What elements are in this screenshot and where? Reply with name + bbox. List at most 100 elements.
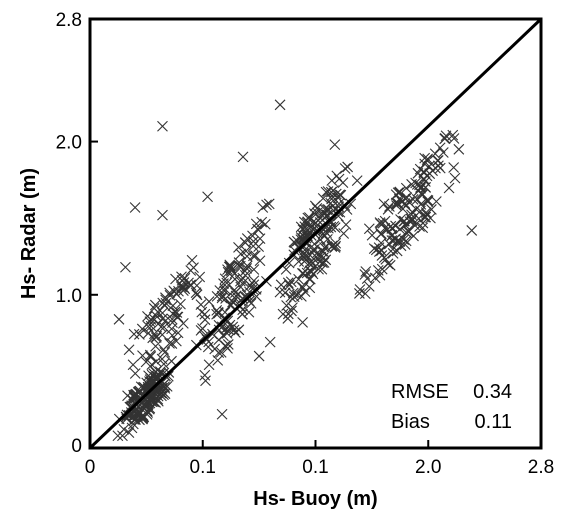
data-point (241, 262, 253, 274)
data-point (390, 220, 401, 232)
data-point (339, 163, 351, 174)
data-point (329, 222, 341, 233)
data-point (150, 340, 161, 352)
data-point (434, 142, 446, 154)
data-point (167, 308, 179, 320)
data-point (322, 204, 334, 215)
data-point (286, 305, 297, 317)
data-point (400, 235, 412, 247)
data-point (150, 310, 162, 322)
data-point (279, 287, 291, 299)
data-point (373, 246, 385, 257)
data-point (388, 235, 400, 246)
data-point (283, 279, 295, 291)
data-point (299, 286, 311, 297)
data-point (332, 192, 344, 204)
data-point (282, 277, 294, 289)
data-point (252, 223, 263, 235)
data-point (199, 314, 211, 326)
data-point (296, 267, 308, 279)
data-point (202, 191, 213, 203)
data-point (166, 329, 178, 341)
data-point (420, 211, 432, 223)
data-point (432, 155, 444, 166)
data-point (363, 281, 375, 292)
data-point (129, 368, 141, 379)
stat-label: RMSE (391, 381, 449, 403)
reference-line (88, 17, 543, 450)
data-point (404, 216, 416, 228)
data-point (167, 317, 178, 329)
data-point (239, 265, 251, 277)
data-point (127, 359, 139, 371)
data-point (150, 332, 162, 343)
data-point (447, 129, 459, 141)
data-point (417, 189, 429, 201)
data-point (443, 182, 455, 194)
data-point (203, 359, 215, 371)
data-point (158, 389, 169, 401)
data-point (274, 99, 286, 111)
x-tick-label: 0.1 (190, 457, 216, 478)
data-point (222, 343, 233, 354)
data-point (171, 335, 182, 347)
data-point (243, 306, 255, 318)
data-point (122, 390, 133, 402)
data-point (112, 430, 124, 442)
data-point (466, 225, 478, 236)
data-point (382, 203, 394, 215)
data-point (148, 302, 160, 314)
data-point (123, 427, 135, 439)
data-point (215, 346, 227, 358)
data-point (424, 168, 436, 180)
data-point (293, 256, 305, 267)
data-point (342, 161, 354, 173)
data-point (331, 170, 343, 182)
data-point (133, 386, 145, 397)
data-point (289, 244, 300, 256)
data-point (157, 120, 168, 132)
data-point (196, 306, 208, 318)
y-tick-label: 0 (71, 436, 82, 457)
data-point (316, 263, 328, 275)
data-point (363, 223, 375, 235)
data-point (140, 356, 152, 368)
data-point (366, 229, 378, 241)
data-point (203, 296, 215, 307)
data-point (293, 273, 304, 285)
data-point (285, 276, 297, 288)
data-point (229, 292, 241, 304)
data-point (301, 267, 313, 279)
data-point (401, 227, 413, 239)
x-tick-label: 2.8 (528, 457, 554, 478)
data-point (186, 254, 198, 266)
data-point (287, 287, 299, 299)
data-point (248, 275, 260, 287)
data-point (320, 186, 332, 198)
x-tick-label: 2.0 (415, 457, 441, 478)
data-point (298, 216, 310, 228)
data-point (375, 237, 387, 249)
data-point (185, 265, 197, 276)
data-point (157, 313, 168, 325)
data-point (415, 181, 427, 193)
data-point (171, 307, 183, 318)
data-point (313, 263, 324, 275)
data-point (311, 202, 323, 214)
data-point (145, 393, 157, 405)
data-point (160, 292, 171, 304)
data-point (297, 316, 309, 328)
data-point (261, 199, 272, 211)
data-point (392, 197, 404, 209)
data-point (330, 237, 342, 249)
data-point (378, 198, 390, 210)
data-point (402, 224, 414, 236)
data-point (403, 226, 415, 238)
data-point (211, 291, 223, 302)
data-point (177, 285, 189, 297)
data-point (308, 208, 320, 219)
data-point (185, 280, 197, 291)
data-point (374, 217, 386, 228)
data-point (264, 336, 276, 348)
data-point (405, 213, 417, 225)
